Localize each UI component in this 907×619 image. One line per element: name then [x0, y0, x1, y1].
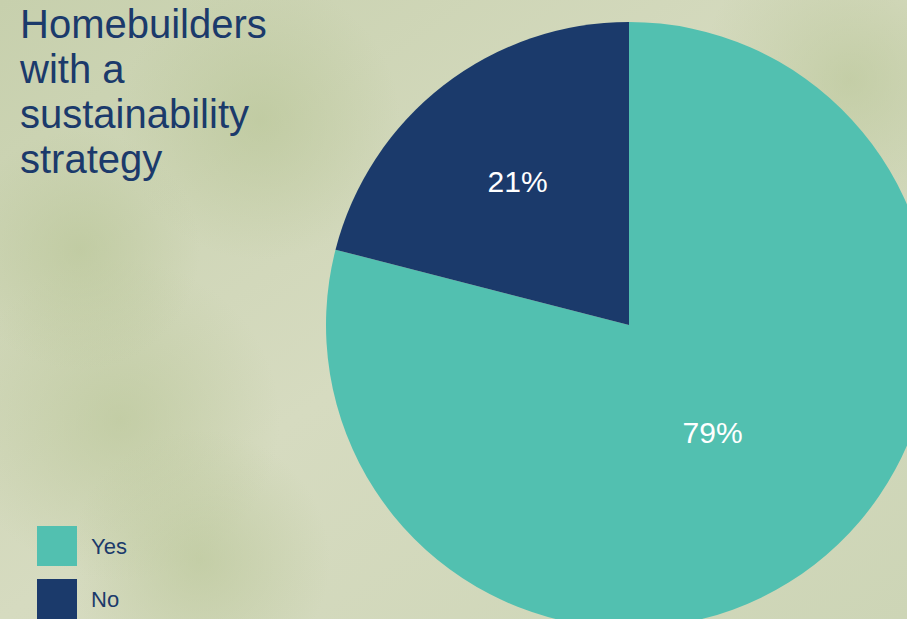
title-line: with a: [19, 47, 125, 91]
background-texture: [0, 130, 200, 370]
pie-slice: [336, 22, 629, 325]
legend: Yes No: [37, 526, 127, 619]
data-label: 79%: [683, 416, 743, 449]
title-line: strategy: [20, 137, 162, 181]
legend-label: No: [91, 587, 119, 612]
legend-swatch: [37, 526, 77, 566]
title-line: Homebuilders: [20, 2, 267, 46]
pie-slice: [326, 22, 907, 619]
title-line: sustainability: [20, 92, 249, 136]
data-label: 21%: [488, 165, 548, 198]
legend-swatch: [37, 579, 77, 619]
chart-svg: 79% 21% Homebuilderswith asustainabilityst…: [0, 0, 907, 619]
legend-label: Yes: [91, 534, 127, 559]
chart-container: 79% 21% Homebuilderswith asustainabilityst…: [0, 0, 907, 619]
pie: 79% 21%: [326, 22, 907, 619]
title: Homebuilderswith asustainabilitystrategy: [19, 2, 267, 181]
background-texture: [70, 430, 330, 619]
